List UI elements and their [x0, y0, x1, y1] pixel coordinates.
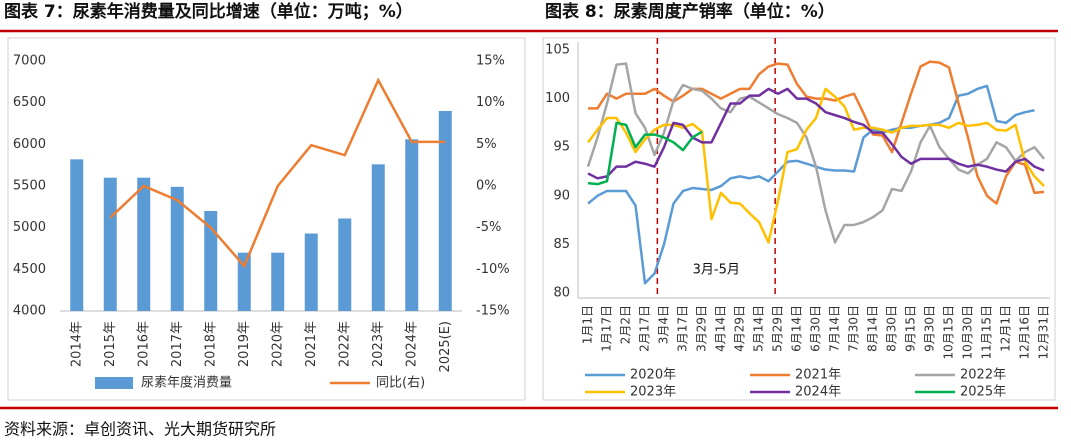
- legend-label: 2021年: [795, 368, 841, 383]
- x-tick-label: 9月15日: [904, 305, 918, 352]
- x-tick-label: 4月29日: [733, 305, 747, 352]
- x-tick-label: 7月14日: [828, 305, 842, 352]
- legend-label: 2022年: [960, 368, 1006, 383]
- x-tick-label: 2023年: [371, 321, 386, 367]
- x-tick-label: 2017年: [170, 321, 185, 367]
- legend-label: 2024年: [795, 385, 841, 400]
- y-tick-label: 85: [553, 237, 570, 252]
- chart-frame: [7, 37, 526, 401]
- y-tick-label: 105: [545, 43, 570, 58]
- x-tick-label: 6月14日: [790, 305, 804, 352]
- line: [587, 121, 703, 186]
- x-tick-label: 2月17日: [638, 305, 652, 352]
- x-tick-label: 2015年: [103, 321, 118, 367]
- y2-tick-label: 5%: [476, 137, 497, 152]
- x-tick-label: 2021年: [304, 321, 319, 367]
- y-tick-label: 5000: [13, 220, 46, 235]
- x-tick-label: 10月30日: [961, 305, 975, 360]
- x-tick-label: 12月16日: [1018, 305, 1032, 360]
- y-tick-label: 6000: [13, 137, 46, 152]
- bar: [371, 164, 385, 311]
- bar: [237, 252, 251, 311]
- x-tick-label: 8月14日: [866, 305, 880, 352]
- y-tick-label: 100: [545, 91, 570, 106]
- y-tick-label: 95: [553, 140, 570, 155]
- x-tick-label: 2014年: [69, 321, 84, 367]
- legend-label: 2023年: [630, 385, 676, 400]
- x-tick-label: 2018年: [203, 321, 218, 367]
- x-tick-label: 12月31日: [1037, 305, 1051, 360]
- bar: [438, 111, 452, 311]
- x-tick-label: 2025(E): [438, 321, 453, 372]
- x-tick-label: 2024年: [404, 321, 419, 367]
- bar: [405, 139, 419, 311]
- bar: [338, 218, 352, 311]
- y-tick-label: 5500: [13, 179, 46, 194]
- x-tick-label: 1月17日: [600, 305, 614, 352]
- bar: [204, 211, 218, 311]
- x-tick-label: 8月30日: [885, 305, 899, 352]
- x-tick-label: 12月1日: [999, 305, 1013, 352]
- line: [587, 84, 1035, 285]
- legend-label: 尿素年度消费量: [141, 375, 232, 391]
- x-tick-label: 7月30日: [847, 305, 861, 352]
- x-tick-label: 3月4日: [657, 305, 671, 344]
- bar: [271, 252, 285, 311]
- y2-tick-label: -15%: [476, 304, 510, 319]
- y2-tick-label: 0%: [476, 179, 497, 194]
- y-tick-label: 4500: [13, 262, 46, 277]
- line: [587, 87, 1045, 180]
- x-tick-label: 5月14日: [752, 305, 766, 352]
- x-tick-label: 10月15日: [942, 305, 956, 360]
- x-tick-label: 3月17日: [676, 305, 690, 352]
- x-tick-label: 6月30日: [809, 305, 823, 352]
- x-tick-label: 2020年: [270, 321, 285, 367]
- bar: [304, 233, 318, 311]
- bar: [70, 159, 84, 311]
- y-tick-label: 80: [553, 286, 570, 301]
- annotation: 3月-5月: [693, 263, 740, 278]
- y-tick-label: 7000: [13, 54, 46, 69]
- x-tick-label: 3月29日: [695, 305, 709, 352]
- legend-label: 2025年: [960, 385, 1006, 400]
- line: [588, 60, 1045, 205]
- y2-tick-label: -10%: [476, 262, 510, 277]
- chart-frame: [542, 37, 1056, 401]
- x-tick-label: 1月1日: [581, 305, 595, 344]
- x-tick-label: 9月30日: [923, 305, 937, 352]
- chart-title: 图表 8：尿素周度产销率（单位：%）: [545, 1, 835, 22]
- line: [587, 87, 1045, 244]
- line: [586, 62, 1045, 244]
- x-tick-label: 2月2日: [619, 305, 633, 344]
- legend-label: 2020年: [630, 368, 676, 383]
- source: 资料来源：卓创资讯、光大期货研究所: [4, 420, 276, 439]
- y2-tick-label: 15%: [476, 54, 505, 69]
- bar: [103, 177, 117, 311]
- y-tick-label: 4000: [13, 304, 46, 319]
- x-tick-label: 2022年: [337, 321, 352, 367]
- y-tick-label: 90: [553, 188, 570, 203]
- x-tick-label: 5月29日: [771, 305, 785, 352]
- y2-tick-label: 10%: [476, 95, 505, 110]
- x-tick-label: 11月15日: [980, 305, 994, 360]
- x-tick-label: 4月14日: [714, 305, 728, 352]
- bar: [137, 177, 151, 311]
- legend-swatch: [95, 377, 133, 389]
- x-tick-label: 2016年: [136, 321, 151, 367]
- bar: [170, 186, 184, 311]
- legend-label: 同比(右): [376, 376, 425, 391]
- x-tick-label: 2019年: [237, 321, 252, 367]
- chart-title: 图表 7：尿素年消费量及同比增速（单位：万吨；%）: [4, 1, 413, 22]
- y2-tick-label: -5%: [476, 220, 501, 235]
- y-tick-label: 6500: [13, 95, 46, 110]
- line: [109, 77, 446, 269]
